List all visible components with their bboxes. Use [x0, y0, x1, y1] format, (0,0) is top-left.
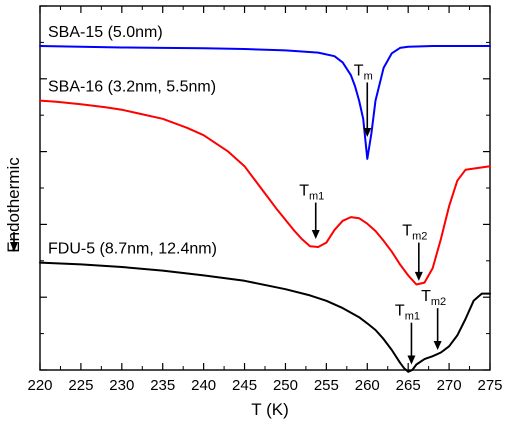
series-line-2 [39, 99, 491, 286]
series-line-1 [39, 45, 491, 160]
annotation-label-3: Tm2 [402, 223, 427, 243]
y-axis-arrow-icon [10, 232, 18, 252]
annotation-arrowhead-4 [407, 355, 416, 365]
y-axis-ticks [40, 5, 490, 371]
annotation-arrowhead-3 [414, 271, 423, 281]
series-label-2: SBA-16 (3.2nm, 5.5nm) [48, 79, 216, 96]
annotation-label-4: Tm1 [395, 303, 420, 323]
annotation-label-5: Tm2 [421, 288, 446, 308]
plot-border [39, 5, 491, 371]
y-axis-label: Endothermic [4, 157, 23, 253]
series-line-3 [39, 261, 491, 373]
annotation-arrowhead-2 [311, 229, 320, 239]
x-tick-label: 240 [191, 377, 216, 394]
x-tick-label: 235 [150, 377, 175, 394]
annotation-label-2: Tm1 [299, 183, 324, 203]
x-tick-label: 260 [355, 377, 380, 394]
x-tick-label: 255 [314, 377, 339, 394]
x-tick-label: 225 [68, 377, 93, 394]
plot-frame [39, 5, 491, 371]
x-tick-label: 245 [232, 377, 257, 394]
y-axis-label-group: Endothermic [4, 157, 23, 253]
series-labels: SBA-15 (5.0nm) SBA-16 (3.2nm, 5.5nm) FDU-5… [48, 24, 217, 258]
x-tick-label: 275 [477, 377, 502, 394]
x-tick-label: 220 [27, 377, 52, 394]
x-axis-label: T (K) [251, 400, 288, 419]
annotation-arrowhead-1 [363, 128, 372, 138]
x-tick-label: 270 [437, 377, 462, 394]
series-label-1: SBA-15 (5.0nm) [48, 24, 163, 41]
series-group [39, 45, 491, 373]
x-tick-label: 250 [273, 377, 298, 394]
x-axis-ticks: 220 225 230 235 240 245 250 255 260 265 270 275 [27, 6, 503, 394]
series-label-3: FDU-5 (8.7nm, 12.4nm) [48, 241, 217, 258]
annotation-arrowhead-5 [433, 340, 442, 350]
x-tick-label: 230 [109, 377, 134, 394]
annotation-label-1: Tm [354, 62, 373, 82]
x-tick-label: 265 [396, 377, 421, 394]
